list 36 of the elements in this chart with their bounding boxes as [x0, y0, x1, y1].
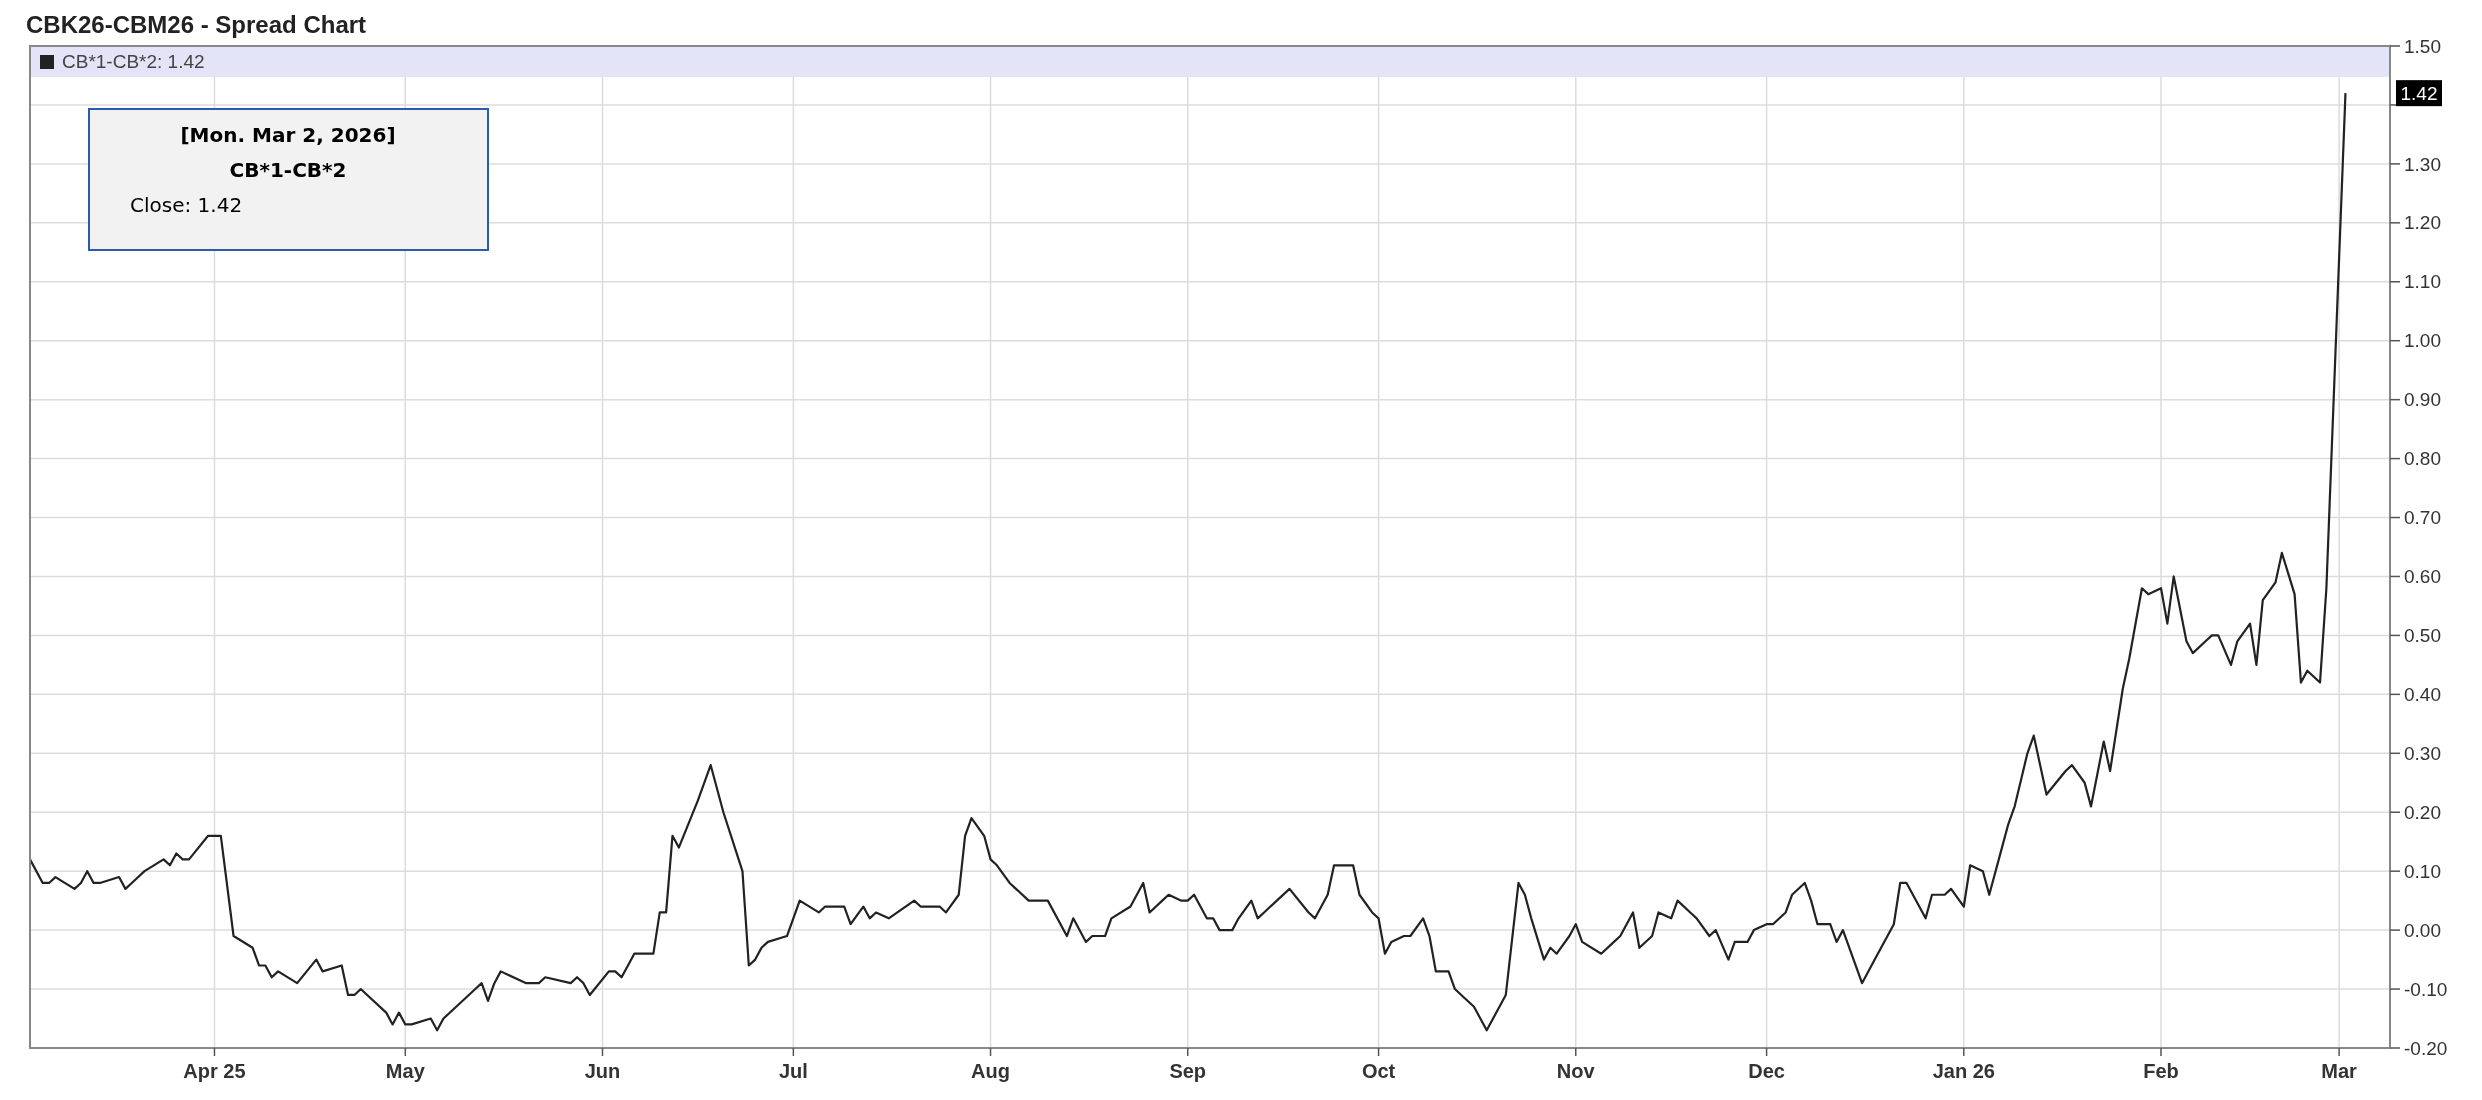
y-tick-label: 0.80	[2404, 448, 2441, 470]
y-tick-label: 0.20	[2404, 801, 2441, 823]
y-tick-label: 1.50	[2404, 35, 2441, 57]
y-tick-label: 0.90	[2404, 389, 2441, 411]
y-tick-label: 0.30	[2404, 742, 2441, 764]
x-tick-label: Jun	[584, 1060, 621, 1082]
chart-title: CBK26-CBM26 - Spread Chart	[26, 11, 367, 38]
x-tick-label: Jul	[778, 1060, 808, 1082]
x-tick-label: Dec	[1748, 1060, 1785, 1082]
annotation: [Mon. Mar 2, 2026]	[180, 123, 396, 147]
y-tick-label: 0.10	[2404, 860, 2441, 882]
y-tick-label: 1.10	[2404, 271, 2441, 293]
x-tick-label: Oct	[1361, 1060, 1396, 1082]
x-tick-label: Feb	[2143, 1060, 2179, 1082]
y-tick-label: 1.30	[2404, 153, 2441, 175]
y-tick-label: 1.00	[2404, 330, 2441, 352]
x-tick-label: Mar	[2321, 1060, 2358, 1082]
y-tick-label: -0.10	[2404, 978, 2448, 1000]
y-tick-label: 0.60	[2404, 566, 2441, 588]
x-tick-label: Nov	[1556, 1060, 1596, 1082]
annotation: CB*1-CB*2	[229, 158, 347, 182]
x-tick-label: Sep	[1169, 1060, 1207, 1082]
x-tick-label: May	[385, 1060, 426, 1082]
y-tick-label: 0.00	[2404, 919, 2441, 941]
x-tick-label: Aug	[971, 1060, 1010, 1082]
y-tick-label: -0.20	[2404, 1037, 2448, 1059]
annotation: 1.42	[2400, 82, 2438, 104]
y-tick-label: 0.70	[2404, 507, 2441, 529]
line-series	[28, 92, 2347, 1032]
annotation: Close: 1.42	[130, 193, 243, 217]
x-tick-label: Apr 25	[183, 1060, 246, 1082]
x-tick-label: Jan 26	[1932, 1060, 1995, 1082]
y-tick-label: 0.40	[2404, 684, 2441, 705]
y-tick-label: 1.20	[2404, 212, 2441, 234]
y-tick-label: 0.50	[2404, 625, 2441, 647]
legend-label: CB*1-CB*2: 1.42	[62, 51, 205, 72]
